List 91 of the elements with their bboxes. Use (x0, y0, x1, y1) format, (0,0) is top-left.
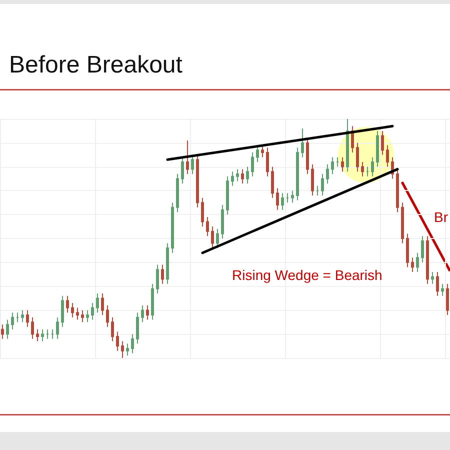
candlestick (366, 166, 369, 177)
candlestick (426, 236, 429, 284)
candlestick (421, 236, 424, 263)
candlestick (31, 316, 34, 340)
candlestick (251, 152, 254, 177)
candlestick (241, 168, 244, 184)
candlestick (386, 144, 389, 168)
candlestick (246, 166, 249, 184)
candlestick (11, 312, 14, 330)
candlestick (291, 190, 294, 204)
candlestick (326, 164, 329, 184)
candlestick (401, 202, 404, 244)
candlestick (371, 156, 374, 177)
candlestick (431, 271, 434, 284)
candlestick (96, 292, 99, 314)
candlestick (116, 331, 119, 352)
candlestick (131, 334, 134, 354)
candlestick (411, 257, 414, 272)
candlestick (441, 283, 444, 296)
candlestick (86, 310, 89, 323)
candlestick (396, 168, 399, 213)
candlestick (446, 283, 449, 316)
candlestick (36, 328, 39, 342)
candlestick (161, 264, 164, 284)
candlestick (211, 226, 214, 249)
candlestick (301, 128, 304, 158)
candlestick (361, 162, 364, 177)
candlestick (221, 204, 224, 239)
candlestick (416, 252, 419, 272)
candlestick (236, 168, 239, 182)
candlestick (121, 340, 124, 358)
candlestick (46, 328, 49, 340)
candlestick (181, 156, 184, 184)
candlestick (6, 319, 9, 340)
candlestick (196, 154, 199, 208)
candlestick (56, 316, 59, 340)
candlestick (216, 228, 219, 249)
candlestick (316, 185, 319, 196)
candlestick (136, 312, 139, 344)
candlestick (21, 310, 24, 323)
candlestick (81, 310, 84, 323)
candlestick (156, 264, 159, 294)
candlestick (206, 216, 209, 237)
candlestick (41, 328, 44, 342)
candlestick (286, 192, 289, 204)
candlestick (381, 130, 384, 156)
candlestick (336, 156, 339, 168)
candlestick (406, 233, 409, 268)
candlestick (376, 130, 379, 168)
candlestick (16, 312, 19, 323)
candlestick (1, 324, 4, 340)
candlestick (321, 173, 324, 196)
candlestick (76, 307, 79, 320)
candlestick (266, 147, 269, 177)
candlestick (281, 192, 284, 210)
candlestick (231, 171, 234, 186)
candlestick (141, 304, 144, 323)
candlestick (256, 144, 259, 163)
candlestick (26, 310, 29, 328)
candlestick (271, 166, 274, 198)
candlestick (296, 147, 299, 201)
candlestick (356, 142, 359, 172)
candlestick (436, 271, 439, 296)
candlestick (261, 144, 264, 158)
candlestick (311, 164, 314, 196)
candlestick (306, 138, 309, 174)
candlestick (191, 154, 194, 174)
candlestick (106, 304, 109, 328)
candlestick (341, 156, 344, 172)
candlestick (51, 328, 54, 340)
candlestick (91, 302, 94, 320)
candlestick (331, 156, 334, 174)
candlestick (71, 302, 74, 318)
candlestick (201, 197, 204, 228)
candlestick (171, 202, 174, 254)
chart-title: Before Breakout (9, 52, 183, 78)
candlestick (166, 242, 169, 284)
candlestick (176, 173, 179, 213)
candlestick (151, 283, 154, 320)
candlestick (66, 295, 69, 314)
candlestick (276, 188, 279, 210)
candlestick (226, 176, 229, 216)
annotation: Br (434, 209, 448, 225)
candlestick (101, 292, 104, 316)
candlestick (146, 304, 149, 320)
candlestick (186, 140, 189, 174)
candlestick (111, 316, 114, 342)
candlestick (61, 295, 64, 328)
candlestick (126, 343, 129, 356)
candlestick (346, 118, 349, 172)
annotation: Rising Wedge = Bearish (232, 267, 382, 283)
